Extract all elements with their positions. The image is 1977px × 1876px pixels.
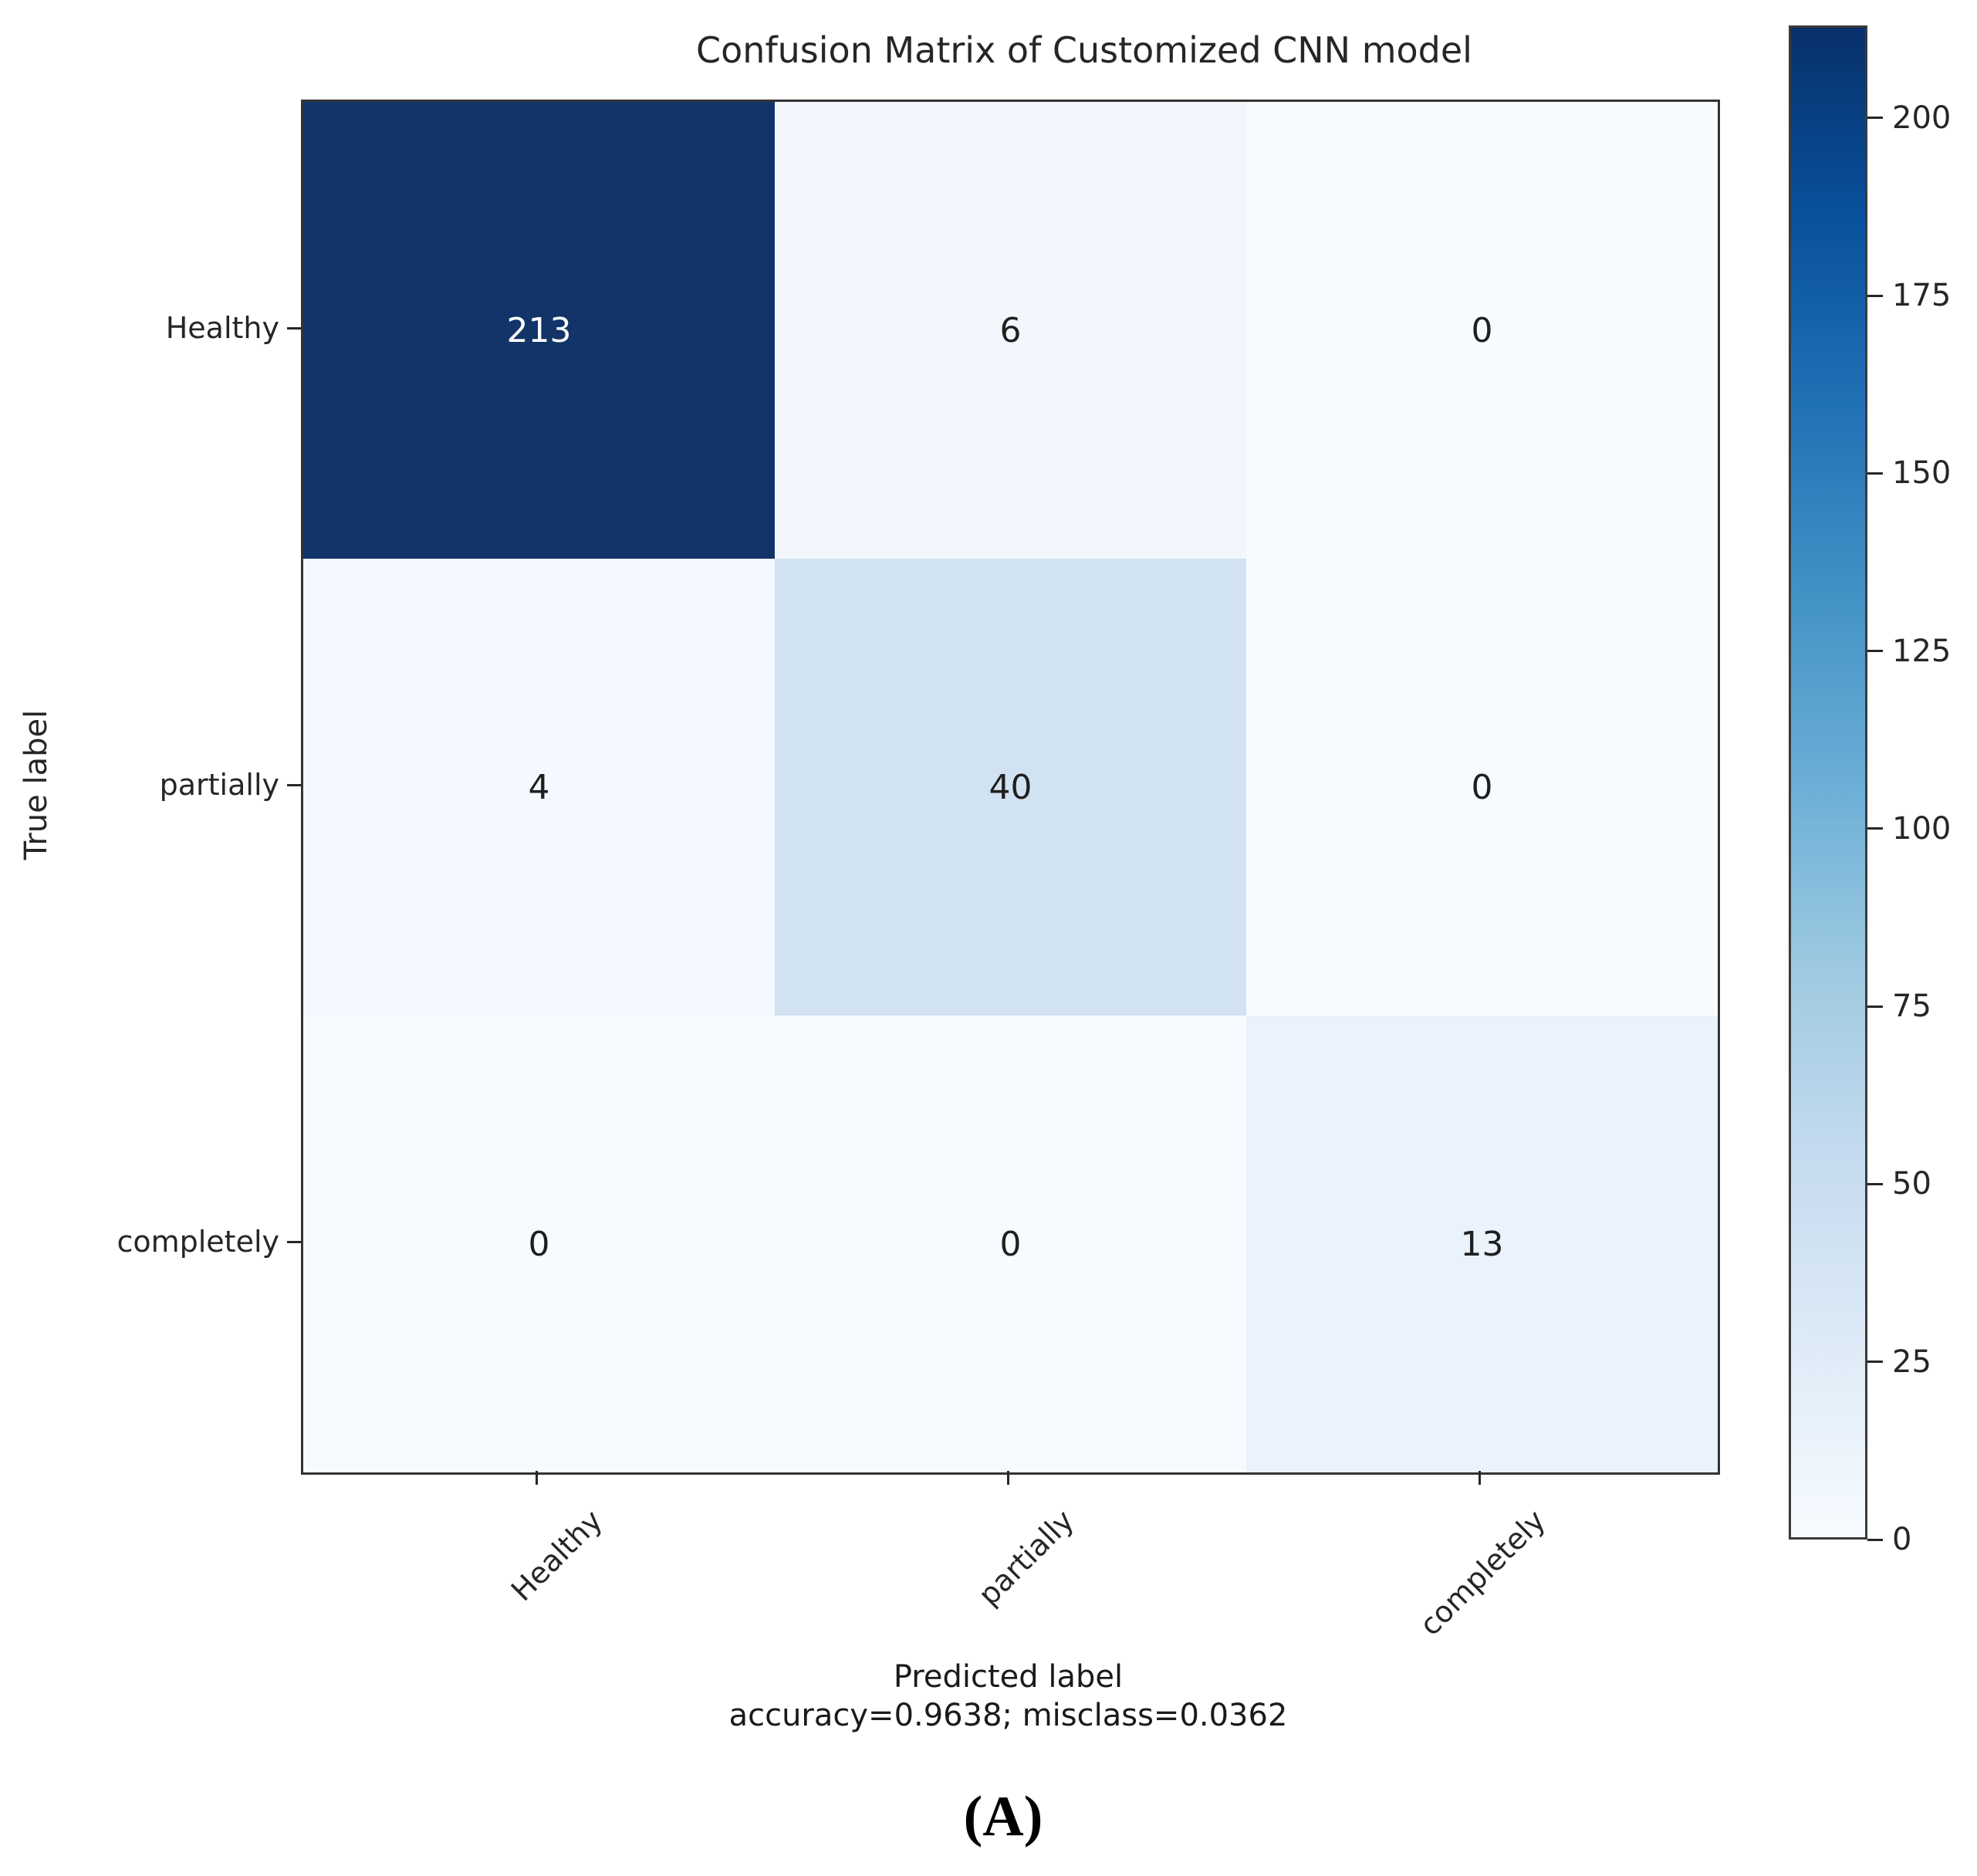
matrix-cell-1-2: 0 — [1246, 559, 1718, 1016]
colorbar-tick-mark — [1867, 117, 1883, 120]
colorbar-tick-mark — [1867, 1182, 1883, 1185]
y-tick-mark — [287, 326, 301, 330]
colorbar-tick-mark — [1867, 1361, 1883, 1364]
matrix-cell-0-2: 0 — [1246, 102, 1718, 559]
matrix-cell-value: 40 — [988, 767, 1032, 807]
colorbar-tick-label: 200 — [1892, 100, 1952, 136]
colorbar-tick-label: 25 — [1892, 1344, 1931, 1380]
colorbar-tick-label: 50 — [1892, 1166, 1931, 1202]
colorbar-tick-mark — [1867, 1005, 1883, 1008]
matrix-cell-value: 6 — [999, 310, 1022, 350]
matrix-cell-1-0: 4 — [303, 559, 775, 1016]
y-tick-label: partially — [159, 768, 279, 802]
matrix-cell-value: 0 — [528, 1224, 550, 1264]
y-tick-label: Healthy — [165, 311, 279, 345]
x-tick-mark — [1007, 1471, 1009, 1485]
colorbar-tick-mark — [1867, 827, 1883, 830]
colorbar-tick-label: 0 — [1892, 1522, 1912, 1557]
matrix-cell-1-1: 40 — [775, 559, 1246, 1016]
matrix-cell-value: 0 — [1471, 767, 1493, 807]
x-tick-label: Healthy — [504, 1503, 609, 1608]
colorbar-tick-mark — [1867, 294, 1883, 297]
figure-caption: (A) — [963, 1785, 1043, 1848]
matrix-cell-value: 0 — [1471, 310, 1493, 350]
colorbar-tick-label: 175 — [1892, 278, 1952, 314]
colorbar-tick-label: 75 — [1892, 989, 1931, 1025]
heatmap-plot: 213 6 0 4 40 0 0 0 13 — [301, 100, 1720, 1475]
matrix-cell-2-0: 0 — [303, 1016, 775, 1472]
matrix-cell-0-0: 213 — [303, 102, 775, 559]
x-tick-label: partially — [971, 1503, 1080, 1612]
x-tick-label: completely — [1412, 1503, 1552, 1642]
colorbar-tick-mark — [1867, 650, 1883, 653]
colorbar-tick-label: 100 — [1892, 810, 1952, 847]
colorbar-tick-label: 150 — [1892, 455, 1952, 492]
colorbar-tick-mark — [1867, 472, 1883, 475]
x-axis-label: Predicted label — [893, 1659, 1124, 1695]
matrix-cell-2-1: 0 — [775, 1016, 1246, 1472]
y-tick-mark — [287, 1240, 301, 1243]
matrix-cell-value: 213 — [506, 310, 572, 350]
matrix-cell-value: 0 — [999, 1224, 1022, 1264]
matrix-cell-0-1: 6 — [775, 102, 1246, 559]
x-axis-label-block: Predicted label accuracy=0.9638; misclas… — [301, 1658, 1715, 1735]
y-tick-mark — [287, 783, 301, 786]
matrix-cell-value: 4 — [528, 767, 550, 807]
matrix-cell-value: 13 — [1460, 1224, 1504, 1264]
colorbar-tick-mark — [1867, 1538, 1883, 1541]
accuracy-text: accuracy=0.9638; misclass=0.0362 — [728, 1698, 1288, 1733]
y-tick-label: completely — [117, 1225, 279, 1259]
x-tick-mark — [536, 1471, 538, 1485]
colorbar-tick-label: 125 — [1892, 633, 1952, 669]
colorbar-gradient — [1789, 25, 1867, 1540]
chart-title: Confusion Matrix of Customized CNN model — [696, 29, 1472, 71]
matrix-cell-2-2: 13 — [1246, 1016, 1718, 1472]
x-tick-mark — [1479, 1471, 1481, 1485]
